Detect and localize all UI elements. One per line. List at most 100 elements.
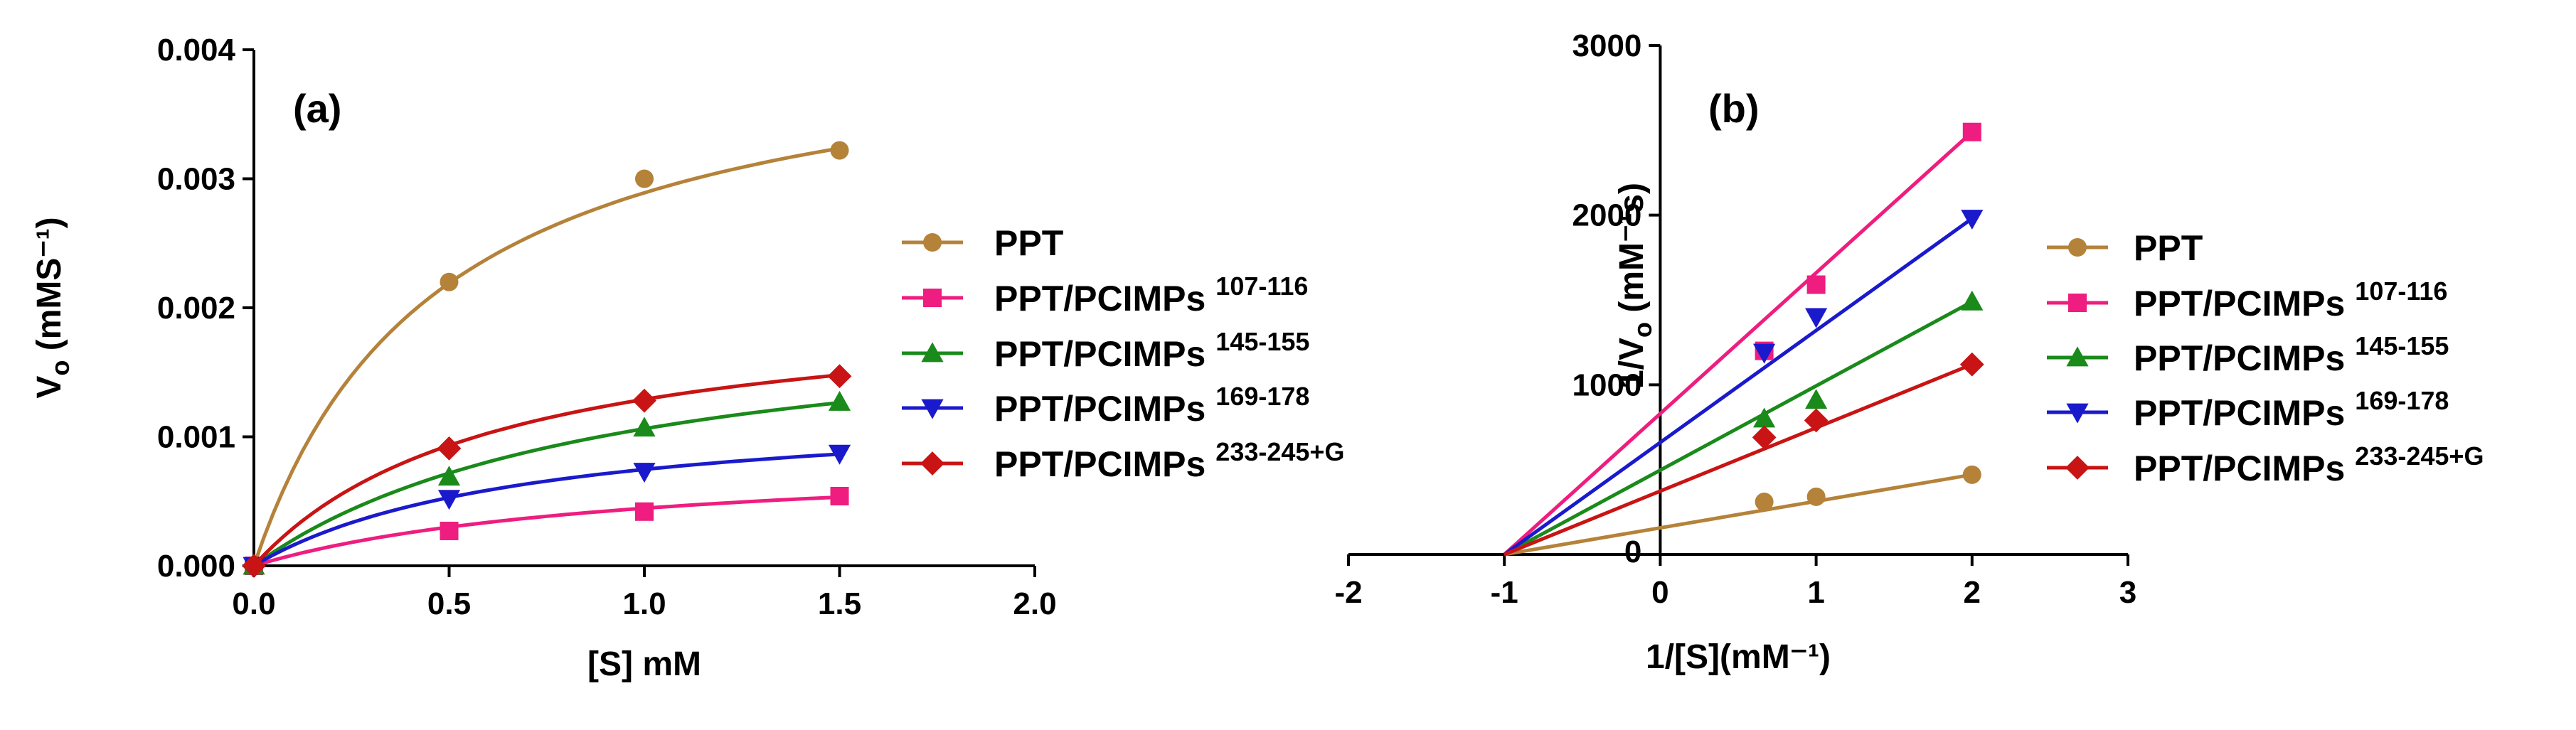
b-x-tick-label: 1 [1807,575,1824,610]
a-fit-curve-series-3 [252,452,840,568]
a-y-tick-label: 0.002 [157,291,235,326]
a-legend-sup-2: 145-155 [1215,327,1309,356]
b-point-series-2 [1805,389,1828,409]
a-y-tick-label: 0.003 [157,162,235,197]
b-legend-label-3: PPT/PCIMPs 169-178 [2134,386,2449,433]
b-x-tick-label: 0 [1651,575,1668,610]
a-legend-name-2: PPT/PCIMPs [994,334,1205,374]
a-x-tick-label: 0.0 [232,586,275,621]
b-y-axis-label-group: 1/Vo (mM⁻¹s) [1613,183,1657,389]
b-point-series-4 [1804,408,1829,433]
a-fit-curve-series-2 [252,401,840,568]
a-legend-label-1: PPT/PCIMPs 107-116 [994,272,1308,318]
a-panel-label: (a) [293,86,341,131]
a-legend-sup-4: 233-245+G [1215,437,1344,466]
a-point-series-3 [633,463,656,483]
a-point-series-4 [632,388,656,413]
a-point-series-1 [830,486,849,505]
a-legend-label-0: PPT [994,223,1063,263]
b-y-tick-label: 1000 [1572,367,1642,402]
b-point-series-0 [1962,465,1981,484]
b-point-series-2 [1961,290,1984,311]
b-point-series-4 [1959,352,1984,377]
b-legend-label-2: PPT/PCIMPs 145-155 [2134,331,2449,378]
b-legend-marker-0 [2068,238,2087,257]
a-point-series-3 [437,490,461,510]
a-legend-name-4: PPT/PCIMPs [994,444,1205,484]
a-point-series-4 [242,554,266,578]
a-point-series-4 [437,436,462,461]
b-point-series-0 [1755,493,1774,512]
b-fit-line-series-1 [1503,130,1974,556]
b-y-tick-label: 3000 [1572,28,1642,63]
b-point-series-1 [1806,275,1826,294]
b-y-axis-label-main: 1/V [1613,338,1651,389]
b-legend-name-2: PPT/PCIMPs [2134,338,2345,378]
b-legend-name-0: PPT [2134,228,2203,268]
a-x-tick-label: 0.5 [427,586,471,621]
a-point-series-0 [635,169,654,188]
b-x-tick-label: -2 [1334,575,1362,610]
a-point-series-4 [827,364,852,389]
b-legend-marker-4 [2065,456,2090,480]
a-legend-marker-3 [921,399,944,419]
b-point-series-1 [1962,122,1981,141]
a-y-axis-label-group: Vo (mMS⁻¹) [31,217,75,398]
b-x-tick-label: 2 [1964,575,1981,610]
b-legend-name-4: PPT/PCIMPs [2134,449,2345,488]
a-legend-label-4: PPT/PCIMPs 233-245+G [994,437,1344,484]
b-fit-line-series-2 [1503,300,1973,557]
b-legend-marker-3 [2066,403,2089,424]
a-legend-marker-0 [923,233,942,252]
b-legend-sup-4: 233-245+G [2355,441,2484,471]
b-point-series-3 [1805,308,1828,328]
a-point-series-3 [828,444,851,465]
a-legend-sup-3: 169-178 [1215,382,1309,411]
b-point-series-0 [1806,487,1826,506]
b-x-tick-label: 3 [2119,575,2136,610]
a-x-tick-label: 2.0 [1013,586,1056,621]
b-point-series-3 [1753,343,1776,364]
b-y-axis-label: 1/Vo (mM⁻¹s) [1613,183,1657,389]
a-legend-name-0: PPT [994,223,1063,263]
b-legend-name-1: PPT/PCIMPs [2134,284,2345,323]
a-legend-sup-1: 107-116 [1215,272,1308,301]
a-legend-name-3: PPT/PCIMPs [994,389,1205,429]
a-fit-curve-series-0 [252,146,840,567]
a-legend-label-2: PPT/PCIMPs 145-155 [994,327,1309,374]
b-x-tick-label: -1 [1491,575,1518,610]
b-legend-label-1: PPT/PCIMPs 107-116 [2134,277,2447,323]
b-y-axis-label-unit: (mM⁻¹s) [1613,183,1651,322]
a-x-axis-label: [S] mM [587,645,701,683]
a-point-series-2 [437,466,461,486]
a-y-tick-label: 0.001 [157,420,235,455]
a-legend-label-3: PPT/PCIMPs 169-178 [994,382,1309,429]
b-y-tick-label: 2000 [1572,198,1642,233]
a-legend-marker-2 [921,342,944,363]
a-legend-marker-4 [920,451,944,476]
b-panel-label: (b) [1708,86,1760,131]
a-point-series-1 [440,521,459,540]
a-point-series-2 [828,390,851,411]
b-y-tick-label: 0 [1624,535,1641,569]
b-legend-name-3: PPT/PCIMPs [2134,393,2345,433]
b-fit-line-series-4 [1503,363,1973,557]
b-fit-line-series-0 [1503,473,1973,557]
a-point-series-0 [440,272,459,291]
b-legend-sup-2: 145-155 [2355,331,2449,360]
b-point-series-2 [1753,407,1776,428]
a-y-axis-label-sub: o [46,360,75,376]
b-legend-label-4: PPT/PCIMPs 233-245+G [2134,441,2484,488]
a-y-tick-label: 0.004 [157,33,236,68]
a-fit-curve-series-4 [252,373,840,567]
a-x-tick-label: 1.0 [622,586,666,621]
a-point-series-1 [635,502,654,521]
b-legend-marker-1 [2068,294,2087,312]
a-legend-marker-1 [923,289,942,307]
b-point-series-3 [1961,210,1984,230]
a-x-tick-label: 1.5 [818,586,861,621]
a-y-axis-label: Vo (mMS⁻¹) [31,217,75,398]
b-legend-marker-2 [2066,346,2089,367]
